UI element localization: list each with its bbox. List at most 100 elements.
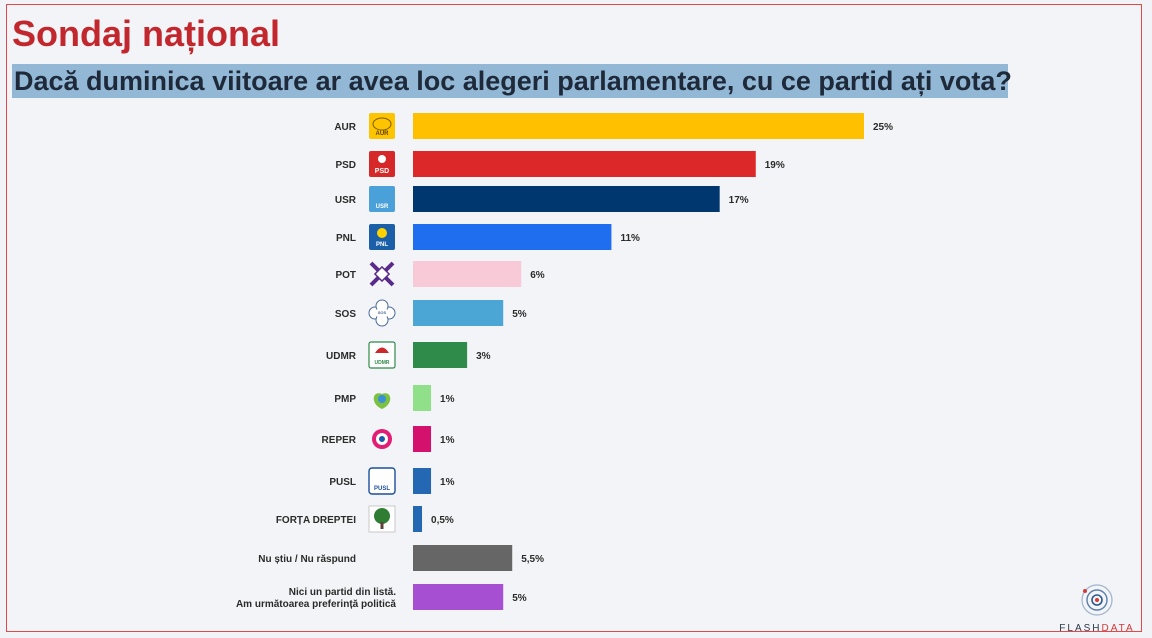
bar-row: Nu știu / Nu răspund 5,5% — [258, 545, 544, 571]
logo-shape — [378, 155, 386, 163]
flashdata-wordmark: FLASHDATA — [1052, 623, 1142, 634]
logo-shape — [379, 436, 385, 442]
logo-bg — [368, 341, 396, 369]
logo-text: UDMR — [375, 360, 390, 366]
bar — [413, 426, 432, 452]
category-label: SOS — [335, 309, 356, 320]
category-label-line: UDMR — [326, 351, 357, 362]
bar — [413, 584, 504, 610]
pmp-logo-icon — [373, 393, 391, 409]
logo-shape — [377, 228, 387, 238]
category-label-line: Nici un partid din listă. — [289, 587, 396, 598]
logo-bg — [368, 467, 396, 495]
bar-row: PUSL PUSL 1% — [329, 467, 455, 495]
category-label-line: PMP — [334, 394, 356, 405]
logo-shape — [378, 395, 386, 403]
brand-part1: FLASH — [1059, 623, 1102, 634]
flashdata-logo-icon — [1081, 584, 1113, 616]
bar — [413, 342, 468, 368]
category-label-line: SOS — [335, 309, 356, 320]
logo-text: SOS — [378, 310, 387, 315]
value-label: 19% — [765, 160, 785, 171]
category-label: Nici un partid din listă. Am următoarea p… — [236, 587, 396, 610]
category-label: USR — [335, 195, 357, 206]
pnl-logo-icon: PNL — [369, 224, 395, 250]
value-label: 3% — [476, 351, 491, 362]
category-label: FORȚA DREPTEI — [276, 515, 356, 526]
category-label-line: USR — [335, 195, 357, 206]
chart-question: Dacă duminica viitoare ar avea loc alege… — [12, 64, 1012, 98]
category-label-line: FORȚA DREPTEI — [276, 515, 356, 526]
logo-text: USR — [376, 204, 389, 210]
category-label-line: PNL — [336, 233, 356, 244]
brand-part2: DATA — [1101, 623, 1135, 634]
category-label-line: POT — [335, 270, 356, 281]
category-label: PNL — [336, 233, 356, 244]
bar — [413, 151, 756, 177]
bar — [413, 300, 504, 326]
pot-logo-icon — [369, 261, 395, 287]
usr-logo-icon: USR — [369, 186, 395, 212]
category-label: Nu știu / Nu răspund — [258, 554, 356, 565]
category-label: UDMR — [326, 351, 357, 362]
bar-row: PNL PNL 11% — [336, 224, 640, 250]
bar-row: AUR AUR 25% — [334, 113, 893, 139]
value-label: 6% — [530, 270, 545, 281]
logo-text: PUSL — [374, 486, 390, 492]
category-label-line: PUSL — [329, 477, 356, 488]
bar-row: FORȚA DREPTEI 0,5% — [276, 505, 454, 533]
logo-bg — [369, 186, 395, 212]
bar — [413, 545, 513, 571]
logo-shape — [372, 117, 392, 131]
logo-bg — [369, 151, 395, 177]
value-label: 5% — [512, 593, 527, 604]
category-label: PSD — [335, 160, 356, 171]
bar-row: UDMR UDMR 3% — [326, 341, 491, 369]
category-label: REPER — [322, 435, 357, 446]
bar-row: SOS SOS 5% — [335, 299, 527, 327]
bar — [413, 468, 432, 494]
value-label: 25% — [873, 122, 893, 133]
slide-frame — [6, 4, 1142, 632]
pusl-logo-icon: PUSL — [368, 467, 396, 495]
value-label: 5,5% — [521, 554, 544, 565]
value-label: 0,5% — [431, 515, 454, 526]
value-label: 1% — [440, 435, 455, 446]
bar-row: PSD PSD 19% — [335, 151, 785, 177]
category-label: PUSL — [329, 477, 356, 488]
value-label: 5% — [512, 309, 527, 320]
forta-dreptei-logo-icon — [368, 505, 396, 533]
bar — [413, 506, 423, 532]
category-label-line: REPER — [322, 435, 357, 446]
logo-shape — [380, 522, 384, 529]
psd-logo-icon: PSD — [369, 151, 395, 177]
aur-logo-icon: AUR — [369, 113, 395, 139]
logo-shape — [374, 508, 390, 524]
category-label: PMP — [334, 394, 356, 405]
page-title: Sondaj național — [12, 13, 281, 54]
reper-logo-icon — [372, 429, 392, 449]
value-label: 1% — [440, 394, 455, 405]
bar — [413, 113, 864, 139]
bar-row: POT 6% — [335, 261, 545, 287]
category-label: AUR — [334, 122, 356, 133]
bar — [413, 385, 432, 411]
udmr-logo-icon: UDMR — [368, 341, 396, 369]
bar — [413, 186, 720, 212]
bar — [413, 224, 612, 250]
category-label-line: AUR — [334, 122, 356, 133]
bar-row: Nici un partid din listă. Am următoarea p… — [236, 584, 527, 610]
category-label-line: Am următoarea preferință politică — [236, 599, 396, 610]
logo-shape — [376, 307, 388, 319]
bar-row: REPER 1% — [322, 426, 455, 452]
category-label: POT — [335, 270, 356, 281]
logo-shape — [375, 347, 389, 353]
flashdata-brand: FLASHDATA — [1052, 582, 1142, 634]
logo-text: AUR — [376, 131, 390, 137]
value-label: 1% — [440, 477, 455, 488]
logo-text: PSD — [375, 168, 389, 175]
logo-text: PNL — [376, 242, 388, 248]
logo-shape — [373, 265, 391, 283]
bar-row: USR USR 17% — [335, 186, 749, 212]
